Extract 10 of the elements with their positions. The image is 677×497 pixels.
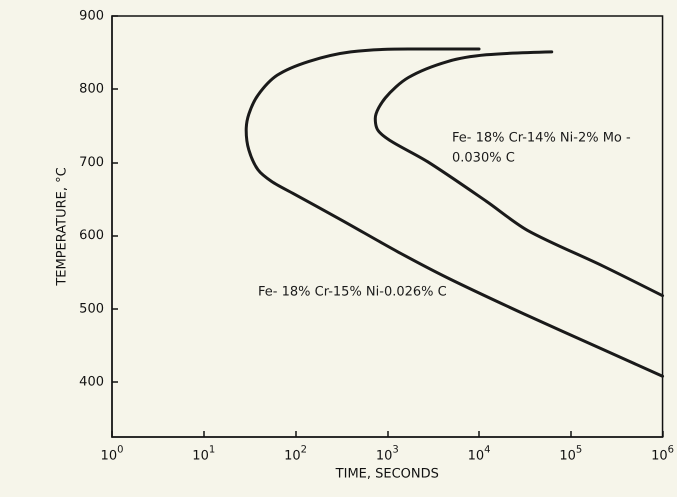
series-label: Fe- 18% Cr-15% Ni-0.026% C — [258, 284, 447, 300]
y-tick-label: 800 — [79, 82, 104, 97]
y-tick-label: 500 — [79, 301, 104, 316]
y-tick-label: 900 — [79, 8, 104, 24]
y-tick-label: 600 — [79, 228, 104, 244]
y-tick-label: 400 — [79, 374, 104, 390]
y-tick-label: 700 — [79, 154, 104, 170]
y-axis-title: TEMPERATURE, °C — [54, 167, 70, 287]
x-axis-title: TIME, SECONDS — [334, 466, 439, 482]
series-label: Fe- 18% Cr-14% Ni-2% Mo - 0.030% C — [452, 130, 635, 166]
